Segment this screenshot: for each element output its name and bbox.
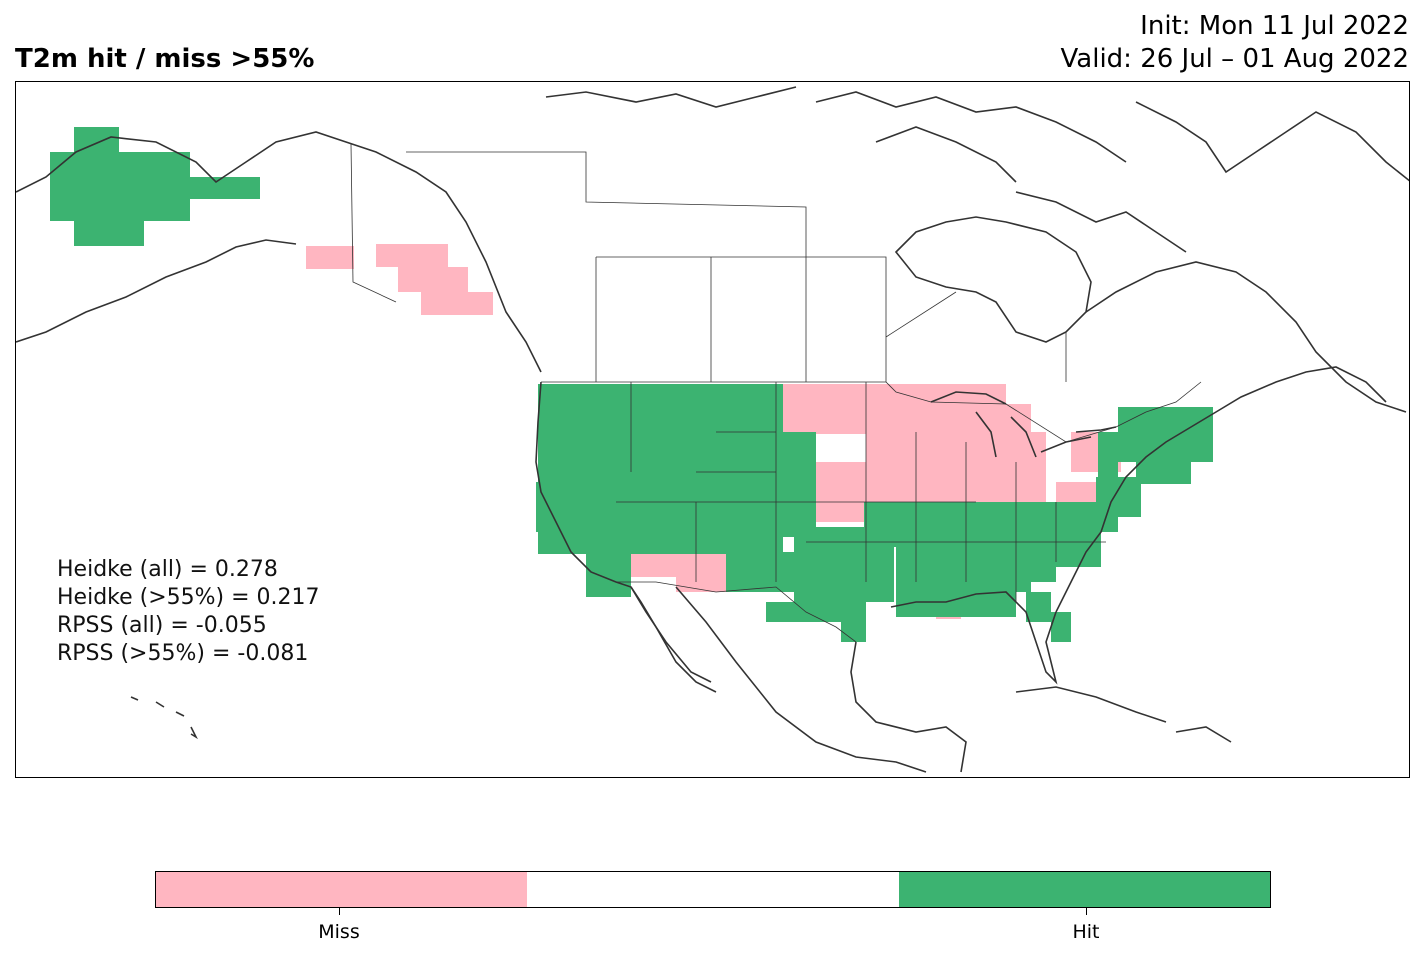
colorbar-label-miss: Miss [318, 921, 360, 943]
rpss-all: RPSS (all) = -0.055 [57, 613, 267, 638]
borders [350, 143, 1202, 643]
hit-cell [841, 602, 866, 642]
hit-cell [74, 221, 144, 246]
hit-cell [50, 177, 260, 199]
map-panel [15, 81, 1410, 778]
coastline-alaska-south [16, 239, 297, 343]
hit-cell [1016, 527, 1056, 582]
hit-cell [776, 502, 816, 527]
colorbar-miss-segment [156, 872, 528, 907]
coastline-hudson-bay [894, 216, 1092, 343]
miss-cell [1006, 404, 1031, 434]
border-canada-provinces [406, 151, 1067, 382]
coastline-cuba [1015, 686, 1167, 723]
colorbar [155, 871, 1271, 908]
miss-cell [376, 244, 448, 267]
coastline-mexico-west [630, 586, 927, 773]
colorbar-neutral-segment [527, 872, 899, 907]
border-alaska-canada [350, 143, 397, 303]
hit-cell [74, 127, 119, 152]
border-us-states [616, 382, 1106, 602]
colorbar-tick-miss [339, 908, 340, 915]
colorbar-label-hit: Hit [1072, 921, 1100, 943]
hit-cell [1026, 592, 1051, 622]
border-us-canada [541, 381, 1202, 443]
heidke-55: Heidke (>55%) = 0.217 [57, 585, 320, 610]
hit-cell [50, 152, 190, 177]
skill-scores: Heidke (all) = 0.278 Heidke (>55%) = 0.2… [57, 556, 320, 668]
map-title: T2m hit / miss >55% [15, 44, 315, 74]
valid-range: Valid: 26 Jul – 01 Aug 2022 [1060, 44, 1409, 74]
hit-cell [606, 552, 626, 582]
heidke-all: Heidke (all) = 0.278 [57, 557, 278, 582]
coastline-hispaniola [1175, 726, 1232, 743]
hit-cell [776, 432, 816, 507]
coastline-alaska [16, 131, 542, 373]
init-date: Init: Mon 11 Jul 2022 [1140, 11, 1409, 41]
hawaii-islands [130, 696, 198, 740]
coastline-us-west [535, 381, 717, 693]
miss-cell [398, 267, 468, 292]
hit-cell [50, 199, 190, 221]
coastline-arctic-islands [545, 86, 1409, 253]
coastline-labrador [1085, 261, 1407, 413]
hit-cell [1136, 454, 1191, 484]
rpss-55: RPSS (>55%) = -0.081 [57, 641, 309, 666]
miss-cell [781, 384, 1006, 434]
hit-cell [726, 552, 876, 592]
colorbar-hit-segment [898, 872, 1270, 907]
great-lakes [930, 391, 1117, 458]
colorbar-tick-hit [1086, 908, 1087, 915]
coastline-gulf [850, 591, 1058, 773]
miss-cell [421, 292, 493, 315]
hit-cell [1051, 612, 1071, 642]
miss-cell [306, 246, 354, 269]
hit-cell [1096, 477, 1141, 517]
border-us-mexico [616, 581, 857, 643]
coastlines [16, 86, 1409, 773]
map-svg [16, 86, 1409, 773]
init-valid-header: Init: Mon 11 Jul 2022 Valid: 26 Jul – 01… [1061, 10, 1409, 76]
